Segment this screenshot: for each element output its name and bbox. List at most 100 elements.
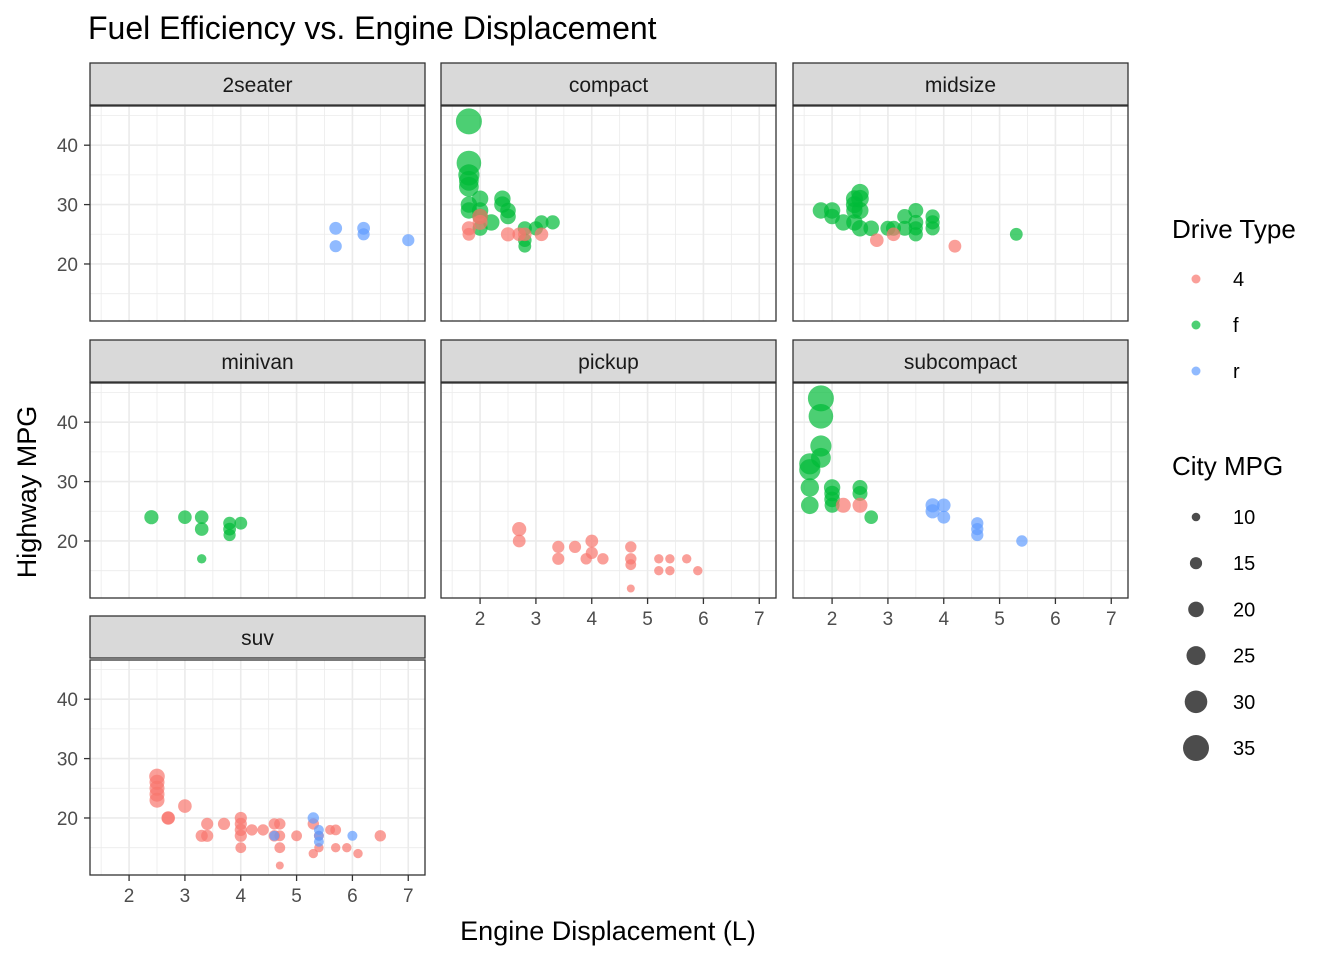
- y-tick-label: 20: [57, 532, 78, 553]
- x-tick-label: 3: [883, 609, 894, 630]
- point-4: [534, 227, 549, 242]
- facet-strip: [792, 339, 1129, 383]
- panel-background: [90, 383, 425, 598]
- point-4: [852, 497, 868, 513]
- facet-strip: [89, 339, 426, 383]
- legend-color-label: f: [1233, 315, 1239, 337]
- facet-strip-label: compact: [569, 74, 649, 97]
- point-f: [471, 190, 489, 207]
- point-r: [313, 836, 324, 847]
- facet-panels: 2seater 20 30 40 compact midsize minivan 20 30 40…: [57, 62, 1129, 907]
- legend-size-label: 10: [1233, 507, 1255, 529]
- legend-city-mpg: City MPG 10 15 20 25 30 35: [1172, 451, 1283, 761]
- point-4: [512, 522, 527, 537]
- point-r: [307, 812, 319, 824]
- panel-border: [89, 659, 426, 876]
- point-f: [234, 516, 248, 530]
- panel-border: [440, 382, 777, 599]
- y-tick-label: 20: [57, 809, 78, 830]
- facet-subcompact: subcompact 2 3 4 5 6 7: [792, 339, 1129, 630]
- point-4: [274, 842, 286, 854]
- point-f: [908, 203, 924, 218]
- x-tick-label: 3: [180, 886, 191, 907]
- x-tick-label: 4: [938, 609, 949, 630]
- facet-strip: [792, 62, 1129, 106]
- point-4: [275, 861, 284, 870]
- point-r: [357, 228, 370, 241]
- panel-background: [441, 106, 776, 321]
- point-f: [808, 404, 834, 429]
- legend-drive-type-title: Drive Type: [1172, 214, 1296, 244]
- facet-pickup: pickup 2 3 4 5 6 7: [440, 339, 777, 630]
- point-f: [897, 209, 913, 224]
- point-4: [654, 566, 664, 576]
- point-4: [552, 552, 565, 565]
- point-4: [835, 497, 851, 513]
- point-4: [330, 824, 342, 836]
- point-4: [500, 227, 516, 242]
- point-4: [625, 541, 637, 553]
- panel-border: [440, 105, 777, 322]
- point-4: [626, 584, 635, 593]
- facet-strip-label: pickup: [578, 351, 639, 374]
- legend-size-label: 30: [1233, 692, 1255, 714]
- point-4: [597, 553, 609, 565]
- point-r: [937, 498, 951, 513]
- point-4: [886, 227, 901, 242]
- y-tick-label: 30: [57, 750, 78, 771]
- facet-strip: [89, 62, 426, 106]
- panel-background: [793, 383, 1128, 598]
- panel-background: [90, 660, 425, 875]
- point-4: [693, 566, 703, 576]
- point-f: [851, 202, 869, 219]
- facet-strip-label: midsize: [925, 74, 996, 97]
- point-4: [682, 554, 692, 564]
- facet-suv: suv 20 30 40 2 3 4 5 6 7: [57, 615, 426, 907]
- point-f: [545, 215, 560, 230]
- facet-strip-label: subcompact: [904, 351, 1017, 374]
- y-tick-label: 40: [57, 690, 78, 711]
- legend-size-label: 25: [1233, 646, 1255, 668]
- point-4: [948, 239, 962, 253]
- x-tick-label: 6: [1050, 609, 1061, 630]
- y-tick-label: 20: [57, 255, 78, 276]
- point-r: [1016, 535, 1028, 547]
- point-f: [194, 522, 209, 536]
- point-f: [534, 215, 549, 230]
- y-tick-label: 30: [57, 473, 78, 494]
- point-4: [201, 817, 214, 831]
- y-axis-title: Highway MPG: [12, 406, 42, 579]
- point-4: [568, 540, 582, 554]
- y-tick-label: 40: [57, 413, 78, 434]
- panel-background: [793, 106, 1128, 321]
- point-f: [455, 108, 482, 135]
- facet-strip: [440, 339, 777, 383]
- point-f: [863, 220, 879, 237]
- point-r: [402, 234, 415, 247]
- point-r: [347, 830, 358, 841]
- point-f: [801, 496, 819, 515]
- point-4: [665, 554, 675, 564]
- point-4: [374, 830, 386, 842]
- point-4: [625, 559, 637, 571]
- y-tick-label: 40: [57, 136, 78, 157]
- facet-strip: [89, 615, 426, 659]
- x-axis-title: Engine Displacement (L): [460, 916, 756, 946]
- legend-size-label: 35: [1233, 738, 1255, 760]
- point-4: [235, 842, 247, 854]
- facet-strip-label: suv: [241, 627, 274, 650]
- x-tick-label: 4: [235, 886, 246, 907]
- facet-midsize: midsize: [792, 62, 1129, 322]
- panel-background: [90, 106, 425, 321]
- legend-color-label: 4: [1233, 269, 1244, 291]
- point-f: [800, 478, 819, 497]
- point-f: [807, 385, 834, 412]
- point-r: [269, 830, 280, 841]
- legend-color-key: [1191, 366, 1201, 376]
- point-f: [223, 528, 236, 542]
- point-4: [178, 799, 192, 813]
- point-f: [925, 221, 940, 236]
- legend-drive-type: Drive Type 4 f r: [1172, 214, 1296, 383]
- point-r: [329, 240, 342, 253]
